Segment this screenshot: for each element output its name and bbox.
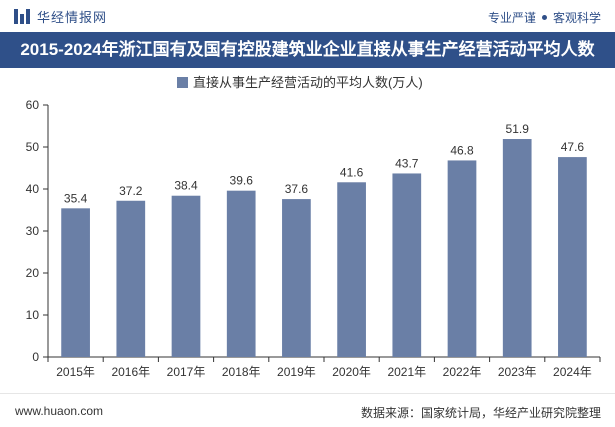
data-label: 37.6 (285, 182, 309, 196)
y-tick-label: 60 (26, 98, 40, 112)
x-tick-label: 2017年 (167, 365, 206, 379)
data-label: 37.2 (119, 184, 143, 198)
x-tick-label: 2021年 (387, 365, 426, 379)
data-label: 43.7 (395, 156, 419, 170)
y-tick-label: 10 (26, 308, 40, 322)
top-bar: 华经情报网 专业严谨 客观科学 (0, 0, 615, 32)
y-axis: 0 10 20 30 40 50 60 (26, 98, 49, 364)
bar (447, 160, 477, 357)
legend-label: 直接从事生产经营活动的平均人数(万人) (193, 75, 423, 90)
brand[interactable]: 华经情报网 (14, 7, 107, 25)
footer-source: 数据来源：国家统计局，华经产业研究院整理 (360, 406, 601, 420)
chart-legend: 直接从事生产经营活动的平均人数(万人) (177, 75, 423, 90)
x-tick-label: 2020年 (332, 365, 371, 379)
bar (392, 173, 422, 357)
bar (171, 195, 201, 357)
brand-logo-icon (14, 8, 30, 24)
y-tick-label: 0 (32, 350, 39, 364)
bars: 35.4 37.2 38.4 39.6 37.6 41.6 43.7 46.8 51.9 47.6 (61, 122, 587, 357)
title-bar: 2015-2024年浙江国有及国有控股建筑业企业直接从事生产经营活动平均人数 (0, 32, 615, 68)
y-tick-label: 20 (26, 266, 40, 280)
bar (226, 190, 256, 357)
bar (558, 157, 587, 357)
bar (116, 200, 146, 357)
x-tick-label: 2018年 (222, 365, 261, 379)
bar (61, 208, 90, 357)
x-axis: 2015年 2016年 2017年 2018年 2019年 2020年 2021年 2022年… (47, 356, 601, 379)
chart-title: 2015-2024年浙江国有及国有控股建筑业企业直接从事生产经营活动平均人数 (20, 40, 595, 59)
dot-separator-icon (541, 15, 547, 20)
data-label: 51.9 (506, 122, 530, 136)
data-label: 46.8 (450, 143, 474, 157)
data-label: 47.6 (561, 140, 585, 154)
legend-swatch (177, 77, 188, 88)
bar (282, 199, 311, 357)
data-label: 38.4 (174, 179, 198, 193)
data-label: 35.4 (64, 191, 88, 205)
chart-area: 直接从事生产经营活动的平均人数(万人) 0 10 20 30 40 50 60 2015年 201… (0, 68, 615, 393)
bar (502, 139, 532, 357)
y-tick-label: 50 (26, 140, 40, 154)
x-tick-label: 2019年 (277, 365, 316, 379)
data-label: 39.6 (230, 174, 254, 188)
data-label: 41.6 (340, 165, 364, 179)
x-tick-label: 2022年 (443, 365, 482, 379)
y-tick-label: 30 (26, 224, 40, 238)
bar (337, 182, 366, 357)
slogan-tags: 专业严谨 客观科学 (488, 9, 601, 26)
footer-url[interactable]: www.huaon.com (15, 404, 104, 418)
brand-name: 华经情报网 (37, 9, 108, 25)
footer: www.huaon.com 数据来源：国家统计局，华经产业研究院整理 (0, 393, 615, 427)
y-tick-label: 40 (26, 182, 40, 196)
x-tick-label: 2015年 (56, 365, 95, 379)
x-tick-label: 2023年 (498, 365, 537, 379)
tag-objective: 客观科学 (552, 11, 601, 25)
x-tick-label: 2016年 (111, 365, 150, 379)
tag-professional: 专业严谨 (487, 11, 536, 25)
x-tick-label: 2024年 (553, 365, 592, 379)
